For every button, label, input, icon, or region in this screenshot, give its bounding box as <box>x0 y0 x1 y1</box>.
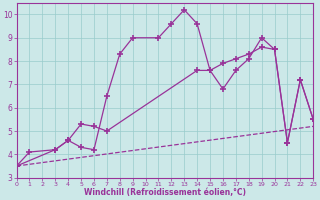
X-axis label: Windchill (Refroidissement éolien,°C): Windchill (Refroidissement éolien,°C) <box>84 188 246 197</box>
